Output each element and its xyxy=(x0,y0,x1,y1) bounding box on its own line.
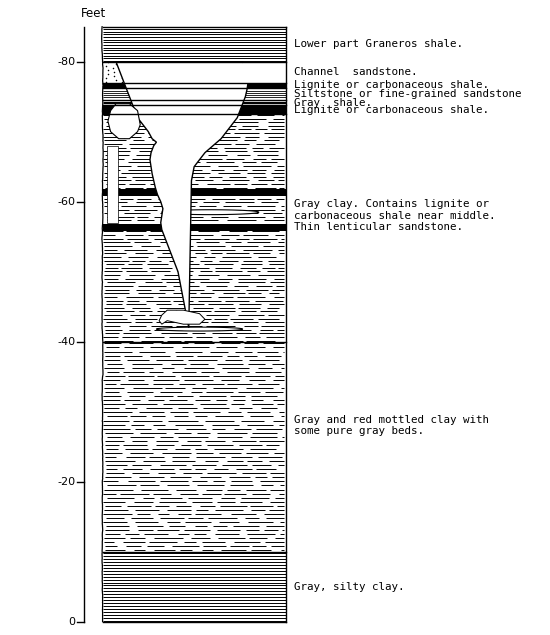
Text: -20: -20 xyxy=(57,477,75,486)
Polygon shape xyxy=(116,62,248,328)
Bar xyxy=(102,100,286,105)
Bar xyxy=(102,27,286,62)
Text: Gray, silty clay.: Gray, silty clay. xyxy=(294,582,404,592)
Bar xyxy=(102,88,286,100)
Text: Feet: Feet xyxy=(81,7,106,20)
Text: Channel  sandstone.: Channel sandstone. xyxy=(294,67,417,77)
Text: Gray  shale.: Gray shale. xyxy=(294,98,372,108)
Text: Lower part Graneros shale.: Lower part Graneros shale. xyxy=(294,39,463,49)
Bar xyxy=(102,105,286,114)
Text: Lignite or carbonaceous shale.: Lignite or carbonaceous shale. xyxy=(294,105,489,115)
Bar xyxy=(102,224,286,231)
Bar xyxy=(102,552,286,622)
Text: Gray clay. Contains lignite or
carbonaceous shale near middle.
Thin lenticular s: Gray clay. Contains lignite or carbonace… xyxy=(294,199,496,232)
Text: Gray and red mottled clay with
some pure gray beds.: Gray and red mottled clay with some pure… xyxy=(294,415,489,436)
Polygon shape xyxy=(243,62,286,83)
Polygon shape xyxy=(159,310,205,324)
Bar xyxy=(102,83,286,88)
Polygon shape xyxy=(108,104,140,138)
Text: -80: -80 xyxy=(57,57,75,67)
Text: -40: -40 xyxy=(57,337,75,347)
Bar xyxy=(102,189,286,196)
Text: 0: 0 xyxy=(69,617,75,627)
Polygon shape xyxy=(156,327,243,331)
Polygon shape xyxy=(107,145,118,223)
Bar xyxy=(102,83,286,88)
Text: -60: -60 xyxy=(58,197,75,206)
Text: Siltstone or fine-grained sandstone: Siltstone or fine-grained sandstone xyxy=(294,90,521,99)
Bar xyxy=(102,114,286,342)
Bar xyxy=(102,62,286,83)
Bar xyxy=(102,105,286,114)
Polygon shape xyxy=(162,210,259,215)
Bar xyxy=(102,342,286,552)
Text: Lignite or carbonaceous shale.: Lignite or carbonaceous shale. xyxy=(294,81,489,91)
